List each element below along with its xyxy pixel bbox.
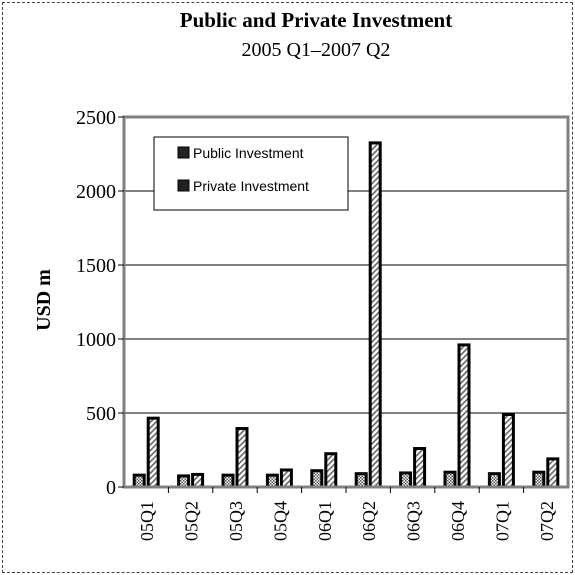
x-tick-label: 05Q1	[137, 501, 157, 541]
x-axis-ticks: 05Q1 05Q2 05Q3 05Q4 06Q1 06Q2 06Q3 06Q4 07Q1 07Q2	[137, 487, 557, 541]
chart-title: Public and Private Investment	[180, 8, 452, 32]
y-tick-label: 0	[106, 477, 116, 499]
bar-public-05q3	[221, 473, 235, 489]
legend-label-public: Public Investment	[193, 145, 304, 161]
chart-subtitle: 2005 Q1–2007 Q2	[242, 39, 391, 61]
bar-private-05q2	[191, 472, 205, 489]
gridlines	[124, 190, 568, 414]
bar-private-06q2	[368, 141, 382, 489]
x-tick-label: 05Q2	[182, 501, 202, 541]
x-tick-label: 06Q1	[315, 501, 335, 541]
bar-private-05q3	[235, 427, 249, 489]
y-tick-label: 1000	[76, 329, 116, 351]
bar-private-07q1	[501, 412, 515, 489]
x-tick-label: 05Q3	[226, 501, 246, 541]
bars	[132, 141, 560, 489]
y-axis-ticks: 0 500 1000 1500 2000 2500	[76, 107, 124, 499]
bar-public-05q1	[132, 473, 146, 489]
x-tick-label: 07Q2	[537, 501, 557, 541]
bar-public-07q2	[532, 470, 546, 489]
legend-swatch-public	[177, 146, 190, 159]
bar-public-05q4	[265, 473, 279, 489]
y-tick-label: 1500	[76, 255, 116, 277]
bar-public-07q1	[487, 472, 501, 489]
x-tick-label: 05Q4	[270, 501, 290, 541]
x-tick-label: 06Q2	[359, 501, 379, 541]
x-tick-label: 06Q3	[404, 501, 424, 541]
y-tick-label: 2000	[76, 181, 116, 203]
y-tick-label: 500	[86, 403, 116, 425]
y-tick-label: 2500	[76, 107, 116, 129]
bar-private-06q1	[324, 452, 338, 489]
bar-private-05q4	[279, 468, 293, 489]
bar-public-06q1	[310, 469, 324, 489]
bar-private-07q2	[546, 457, 560, 489]
bar-private-06q3	[413, 447, 427, 489]
bar-public-06q3	[399, 471, 413, 489]
bar-public-06q2	[354, 472, 368, 489]
legend: Public Investment Private Investment	[153, 136, 349, 211]
y-axis-label: USD m	[33, 269, 55, 331]
x-tick-label: 06Q4	[448, 501, 468, 541]
legend-label-private: Private Investment	[193, 178, 309, 194]
bar-private-05q1	[146, 416, 160, 489]
bar-private-06q4	[457, 343, 471, 489]
bar-public-05q2	[177, 474, 191, 489]
legend-swatch-private	[177, 179, 190, 192]
bar-public-06q4	[443, 470, 457, 489]
x-tick-label: 07Q1	[492, 501, 512, 541]
